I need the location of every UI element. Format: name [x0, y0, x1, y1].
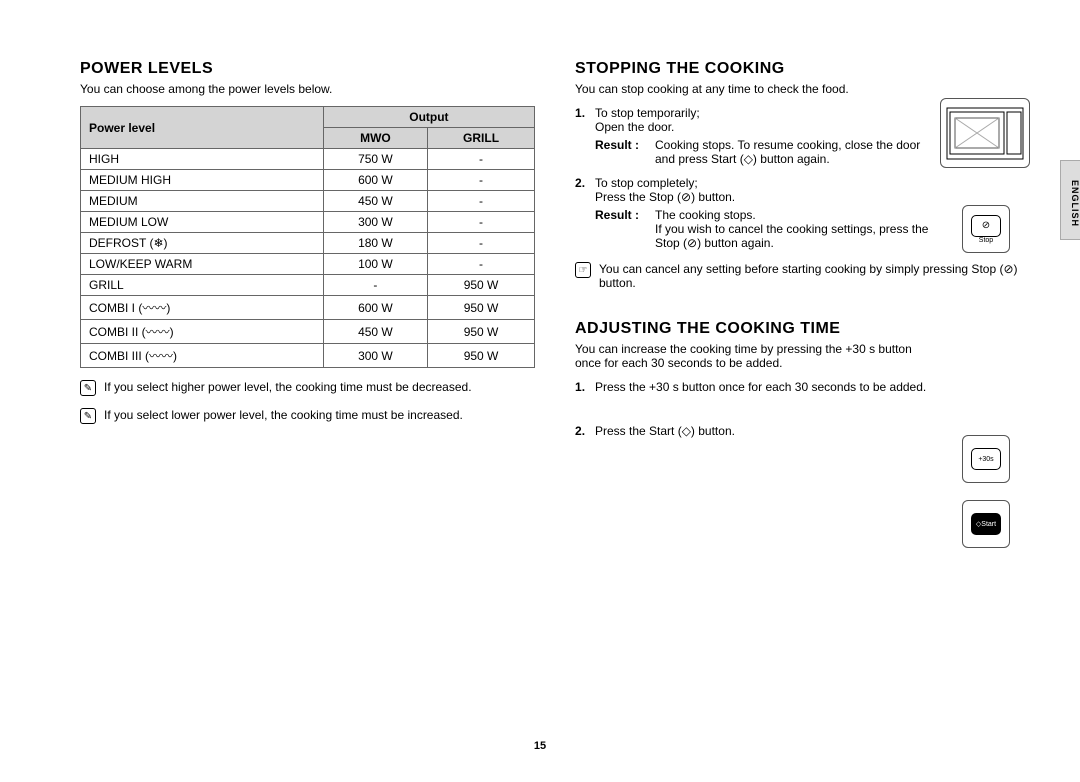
cell-name: COMBI II (〰〰)	[81, 320, 324, 344]
th-grill: GRILL	[428, 128, 535, 149]
power-levels-intro: You can choose among the power levels be…	[80, 82, 535, 96]
cell-name: COMBI I (〰〰)	[81, 296, 324, 320]
adjust-step-2: Press the Start (◇) button.	[575, 424, 930, 438]
cell-grill: -	[428, 191, 535, 212]
adjust-step-1: Press the +30 s button once for each 30 …	[575, 380, 930, 394]
stop-step-2: To stop completely; Press the Stop (⊘) b…	[575, 176, 930, 250]
stopping-note: You can cancel any setting before starti…	[599, 262, 1030, 290]
cell-name: GRILL	[81, 275, 324, 296]
right-column: STOPPING THE COOKING You can stop cookin…	[575, 60, 1030, 742]
hand-icon: ☞	[575, 262, 591, 278]
cell-mwo: 600 W	[323, 170, 427, 191]
power-levels-table: Power level Output MWO GRILL HIGH750 W-M…	[80, 106, 535, 368]
table-row: MEDIUM HIGH600 W-	[81, 170, 535, 191]
cell-grill: 950 W	[428, 320, 535, 344]
cell-mwo: 450 W	[323, 191, 427, 212]
cell-name: MEDIUM HIGH	[81, 170, 324, 191]
start-button-illustration: ◇Start	[962, 500, 1010, 548]
cell-mwo: 450 W	[323, 320, 427, 344]
cell-grill: 950 W	[428, 275, 535, 296]
cell-mwo: 750 W	[323, 149, 427, 170]
th-powerlevel: Power level	[81, 107, 324, 149]
th-mwo: MWO	[323, 128, 427, 149]
cell-name: LOW/KEEP WARM	[81, 254, 324, 275]
cell-grill: -	[428, 170, 535, 191]
cell-mwo: 600 W	[323, 296, 427, 320]
table-row: HIGH750 W-	[81, 149, 535, 170]
power-levels-title: POWER LEVELS	[80, 60, 535, 78]
cell-grill: 950 W	[428, 296, 535, 320]
cell-mwo: -	[323, 275, 427, 296]
plus30s-button-illustration: +30s	[962, 435, 1010, 483]
note-lower-power: If you select lower power level, the coo…	[104, 408, 463, 422]
language-tab: ENGLISH	[1060, 160, 1080, 240]
stopping-intro: You can stop cooking at any time to chec…	[575, 82, 930, 96]
cell-grill: -	[428, 233, 535, 254]
table-row: MEDIUM LOW300 W-	[81, 212, 535, 233]
th-output: Output	[323, 107, 534, 128]
note-higher-power: If you select higher power level, the co…	[104, 380, 472, 394]
page-number: 15	[534, 740, 546, 752]
note-icon: ✎	[80, 380, 96, 396]
table-row: LOW/KEEP WARM100 W-	[81, 254, 535, 275]
table-row: MEDIUM450 W-	[81, 191, 535, 212]
table-row: COMBI II (〰〰)450 W950 W	[81, 320, 535, 344]
cell-mwo: 100 W	[323, 254, 427, 275]
cell-name: HIGH	[81, 149, 324, 170]
table-row: GRILL-950 W	[81, 275, 535, 296]
cell-mwo: 300 W	[323, 212, 427, 233]
cell-mwo: 180 W	[323, 233, 427, 254]
table-row: DEFROST (❄)180 W-	[81, 233, 535, 254]
cell-grill: 950 W	[428, 344, 535, 368]
cell-name: MEDIUM LOW	[81, 212, 324, 233]
table-row: COMBI I (〰〰)600 W950 W	[81, 296, 535, 320]
stopping-title: STOPPING THE COOKING	[575, 60, 930, 78]
cell-grill: -	[428, 254, 535, 275]
table-row: COMBI III (〰〰)300 W950 W	[81, 344, 535, 368]
stop-step-1: To stop temporarily; Open the door. Resu…	[575, 106, 930, 166]
cell-grill: -	[428, 212, 535, 233]
stop-button-illustration: ⊘ Stop	[962, 205, 1010, 253]
adjusting-intro: You can increase the cooking time by pre…	[575, 342, 930, 370]
adjusting-title: ADJUSTING THE COOKING TIME	[575, 320, 1030, 338]
cell-name: COMBI III (〰〰)	[81, 344, 324, 368]
cell-name: MEDIUM	[81, 191, 324, 212]
cell-name: DEFROST (❄)	[81, 233, 324, 254]
cell-mwo: 300 W	[323, 344, 427, 368]
note-icon: ✎	[80, 408, 96, 424]
left-column: POWER LEVELS You can choose among the po…	[80, 60, 535, 742]
cell-grill: -	[428, 149, 535, 170]
microwave-illustration	[940, 98, 1030, 168]
